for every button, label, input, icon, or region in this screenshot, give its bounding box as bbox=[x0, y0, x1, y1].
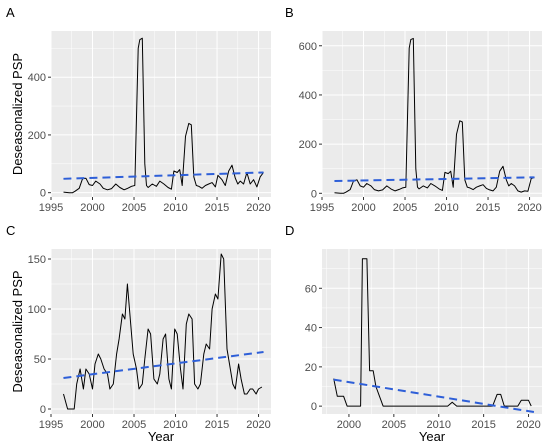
panel-a: 1995 2000 2005 2010 2015 2020 0 200 400 A Deseason… bbox=[6, 5, 271, 214]
trend-line bbox=[334, 176, 535, 183]
y-tick-label: 0 bbox=[40, 188, 46, 200]
y-tick-label: 100 bbox=[28, 304, 46, 316]
plot-background bbox=[322, 249, 542, 414]
y-tick-label: 200 bbox=[28, 130, 46, 142]
y-tick-label: 400 bbox=[28, 72, 46, 84]
x-tick-label: 2005 bbox=[122, 419, 146, 431]
x-tick-label: 2020 bbox=[517, 202, 541, 214]
x-tick-label: 1995 bbox=[310, 202, 334, 214]
psp-series-line bbox=[334, 37, 535, 194]
x-tick-label: 2020 bbox=[246, 419, 270, 431]
trend-line bbox=[333, 378, 535, 414]
panel-tag: A bbox=[6, 5, 15, 20]
psp-series-line bbox=[333, 258, 532, 407]
x-axis-title: Year bbox=[419, 429, 446, 444]
plot-background bbox=[51, 31, 271, 197]
panel-tag: B bbox=[285, 5, 294, 20]
x-tick-label: 2000 bbox=[80, 419, 104, 431]
x-tick-label: 2000 bbox=[337, 419, 361, 431]
x-tick-label: 2015 bbox=[205, 419, 229, 431]
x-tick-label: 2010 bbox=[163, 202, 187, 214]
y-tick-label: 400 bbox=[299, 90, 317, 102]
x-axis-title: Year bbox=[148, 429, 175, 444]
y-tick-label: 50 bbox=[34, 354, 46, 366]
x-tick-label: 2005 bbox=[122, 202, 146, 214]
x-tick-label: 2015 bbox=[471, 419, 495, 431]
x-tick-label: 2015 bbox=[476, 202, 500, 214]
y-tick-label: 200 bbox=[299, 139, 317, 151]
panel-d: 2000 2005 2010 2015 2020 0 20 40 60 D Year bbox=[285, 223, 542, 444]
panel-c: 1995 2000 2005 2010 2015 2020 0 50 100 150 C Deseas… bbox=[6, 223, 271, 444]
y-tick-label: 0 bbox=[311, 188, 317, 200]
panel-tag: D bbox=[285, 223, 294, 238]
trend-line bbox=[63, 351, 264, 379]
x-tick-label: 2010 bbox=[426, 419, 450, 431]
y-tick-label: 40 bbox=[305, 323, 317, 335]
y-tick-label: 150 bbox=[28, 254, 46, 266]
panel-tag: C bbox=[6, 223, 15, 238]
y-tick-label: 600 bbox=[299, 41, 317, 53]
x-tick-label: 2005 bbox=[382, 419, 406, 431]
trend-line bbox=[63, 171, 264, 180]
y-tick-label: 0 bbox=[40, 404, 46, 416]
y-tick-label: 20 bbox=[305, 362, 317, 374]
y-tick-label: 60 bbox=[305, 283, 317, 295]
x-tick-label: 2010 bbox=[163, 419, 187, 431]
x-tick-label: 2015 bbox=[205, 202, 229, 214]
y-tick-label: 0 bbox=[311, 401, 317, 413]
x-tick-label: 2010 bbox=[434, 202, 458, 214]
x-tick-label: 2000 bbox=[80, 202, 104, 214]
psp-series-line bbox=[63, 37, 264, 194]
x-tick-label: 2020 bbox=[246, 202, 270, 214]
psp-series-line bbox=[63, 253, 263, 410]
y-axis-title: Deseasonalized PSP bbox=[10, 270, 25, 392]
plot-background bbox=[322, 31, 542, 197]
x-tick-label: 1995 bbox=[39, 419, 63, 431]
panel-b: 1995 2000 2005 2010 2015 2020 0 200 400 600 B bbox=[285, 5, 542, 214]
x-tick-label: 1995 bbox=[39, 202, 63, 214]
x-tick-label: 2020 bbox=[516, 419, 540, 431]
x-tick-label: 2005 bbox=[393, 202, 417, 214]
x-tick-label: 2000 bbox=[351, 202, 375, 214]
y-axis-title: Deseasonalized PSP bbox=[10, 53, 25, 175]
